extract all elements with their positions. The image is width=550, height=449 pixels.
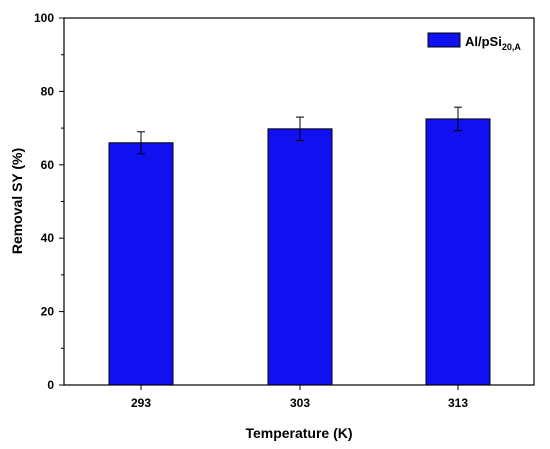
- x-axis-title: Temperature (K): [245, 425, 352, 441]
- bars-group: [108, 118, 491, 386]
- y-tick-label-80: 80: [41, 84, 55, 98]
- y-axis-ticks: 0 20 40 60 80 100: [34, 11, 64, 392]
- bar-293: [108, 142, 174, 386]
- legend-label-sub: 20,A: [502, 42, 522, 52]
- y-tick-label-100: 100: [34, 11, 54, 25]
- y-tick-label-0: 0: [47, 378, 54, 392]
- y-tick-label-60: 60: [41, 158, 55, 172]
- x-tick-label-293: 293: [131, 396, 151, 410]
- legend-label-main: Al/pSi: [465, 34, 502, 49]
- bar-313: [425, 118, 491, 386]
- y-tick-label-40: 40: [41, 231, 55, 245]
- y-tick-label-20: 20: [41, 305, 55, 319]
- x-tick-label-303: 303: [290, 396, 310, 410]
- legend-swatch: [427, 32, 461, 48]
- bar-303: [267, 128, 333, 386]
- x-axis-ticks: 293 303 313: [131, 385, 468, 410]
- x-tick-label-313: 313: [448, 396, 468, 410]
- y-axis-title: Removal SY (%): [9, 148, 25, 254]
- legend: Al/pSi20,A: [427, 32, 521, 52]
- error-bars-group: [137, 106, 462, 155]
- legend-label: Al/pSi20,A: [465, 34, 521, 52]
